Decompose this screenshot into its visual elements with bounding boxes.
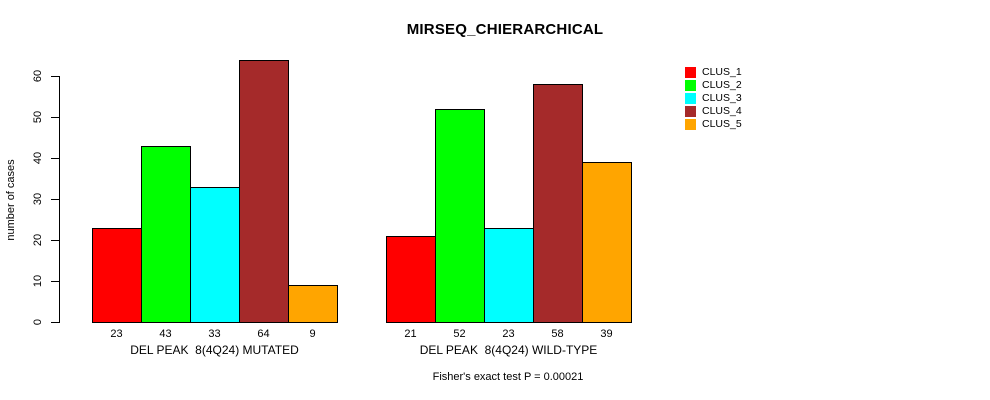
bar-clus_5-group1 xyxy=(288,285,338,323)
bar-value-label: 9 xyxy=(309,328,316,340)
y-tick-label: 30 xyxy=(32,192,44,206)
bar-value-label: 43 xyxy=(159,328,172,340)
x-category-label: DEL PEAK 8(4Q24) MUTATED xyxy=(130,343,299,357)
legend-label: CLUS_2 xyxy=(702,79,742,91)
bar-value-label: 23 xyxy=(110,328,123,340)
bar-value-label: 64 xyxy=(257,328,270,340)
bar-value-label: 52 xyxy=(453,328,466,340)
legend-swatch-clus_2 xyxy=(685,80,696,91)
legend-item-clus_1: CLUS_1 xyxy=(685,67,742,78)
y-tick xyxy=(51,76,59,77)
y-tick-label: 50 xyxy=(32,110,44,124)
y-tick-label: 20 xyxy=(32,233,44,247)
x-category-label: DEL PEAK 8(4Q24) WILD-TYPE xyxy=(419,343,598,357)
bar-value-label: 23 xyxy=(502,328,515,340)
y-tick-label: 40 xyxy=(32,151,44,165)
bar-clus_5-group2 xyxy=(582,162,632,323)
bar-value-label: 33 xyxy=(208,328,221,340)
y-tick-label: 10 xyxy=(32,274,44,288)
legend: CLUS_1 CLUS_2 CLUS_3 CLUS_4 CLUS_5 xyxy=(685,67,742,132)
footer-annotation: Fisher's exact test P = 0.00021 xyxy=(432,371,584,383)
bar-value-label: 21 xyxy=(404,328,417,340)
y-tick xyxy=(51,281,59,282)
legend-item-clus_5: CLUS_5 xyxy=(685,119,742,130)
y-axis-label: number of cases xyxy=(5,159,17,241)
legend-label: CLUS_3 xyxy=(702,92,742,104)
y-tick-label: 0 xyxy=(32,318,44,326)
bar-clus_1-group2 xyxy=(386,236,436,323)
bar-value-label: 39 xyxy=(600,328,613,340)
y-tick-label: 60 xyxy=(32,69,44,83)
legend-swatch-clus_3 xyxy=(685,93,696,104)
bar-value-label: 58 xyxy=(551,328,564,340)
bar-clus_3-group1 xyxy=(190,187,240,323)
bar-clus_4-group2 xyxy=(533,84,583,323)
legend-swatch-clus_5 xyxy=(685,119,696,130)
y-tick xyxy=(51,322,59,323)
y-tick xyxy=(51,199,59,200)
bar-clus_1-group1 xyxy=(92,228,142,323)
legend-swatch-clus_1 xyxy=(685,67,696,78)
legend-label: CLUS_1 xyxy=(702,66,742,78)
bar-clus_3-group2 xyxy=(484,228,534,323)
y-tick xyxy=(51,117,59,118)
y-tick xyxy=(51,158,59,159)
bar-clus_2-group1 xyxy=(141,146,191,323)
y-tick xyxy=(51,240,59,241)
legend-label: CLUS_5 xyxy=(702,118,742,130)
legend-item-clus_2: CLUS_2 xyxy=(685,80,742,91)
bar-clus_4-group1 xyxy=(239,60,289,323)
bar-clus_2-group2 xyxy=(435,109,485,323)
legend-item-clus_4: CLUS_4 xyxy=(685,106,742,117)
chart-title: MIRSEQ_CHIERARCHICAL xyxy=(406,21,604,38)
legend-swatch-clus_4 xyxy=(685,106,696,117)
legend-item-clus_3: CLUS_3 xyxy=(685,93,742,104)
y-axis-line xyxy=(59,76,60,323)
legend-label: CLUS_4 xyxy=(702,105,742,117)
